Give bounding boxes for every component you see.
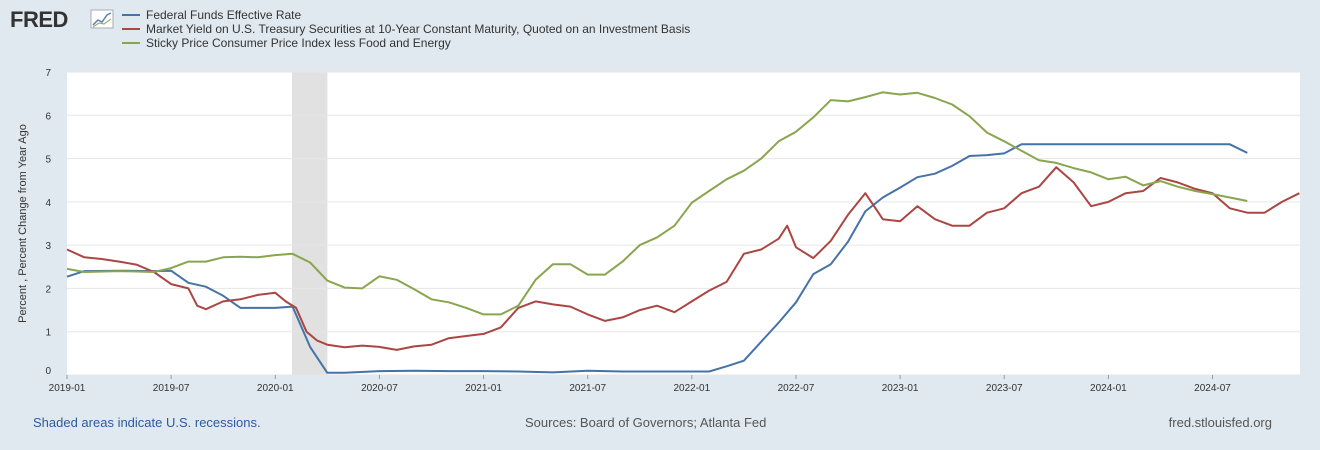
series-line-sticky-cpi[interactable] [66,91,1248,316]
fred-logo[interactable]: FRED [10,7,114,32]
gridlines [67,71,1300,376]
legend-label: Sticky Price Consumer Price Index less F… [146,36,451,50]
x-tick-label: 2020-01 [257,383,294,394]
series-lines [66,91,1300,374]
legend-item-10yr-treasury[interactable]: Market Yield on U.S. Treasury Securities… [122,22,690,36]
x-tick-label: 2021-07 [569,383,606,394]
x-tick-label: 2020-07 [361,383,398,394]
x-tick-label: 2024-07 [1194,383,1231,394]
x-tick-label: 2024-01 [1090,383,1127,394]
x-tick-label: 2023-07 [986,383,1023,394]
y-tick-label: 2 [45,284,51,295]
legend-item-sticky-cpi[interactable]: Sticky Price Consumer Price Index less F… [122,36,451,50]
recession-band [291,72,328,375]
y-tick-label: 3 [45,241,51,252]
legend-label: Market Yield on U.S. Treasury Securities… [146,22,690,36]
x-tick-label: 2023-01 [882,383,919,394]
x-axis-ticks: 2019-01 2019-07 2020-01 2020-07 2021-01 2021-… [49,375,1231,394]
sources-text: Sources: Board of Governors; Atlanta Fed [525,415,767,430]
x-tick-label: 2019-01 [49,383,86,394]
y-tick-label: 0 [45,366,51,377]
legend-item-fed-funds[interactable]: Federal Funds Effective Rate [122,8,302,22]
plot-area [67,72,1300,375]
fred-logo-text: FRED [10,7,68,32]
y-tick-label: 5 [45,155,51,166]
y-axis-label: Percent , Percent Change from Year Ago [17,124,29,323]
y-tick-label: 6 [45,111,51,122]
legend-label: Federal Funds Effective Rate [146,8,302,22]
recession-note-link[interactable]: Shaded areas indicate U.S. recessions. [33,415,261,430]
y-tick-label: 1 [45,328,51,339]
site-link[interactable]: fred.stlouisfed.org [1168,415,1272,430]
x-tick-label: 2021-01 [465,383,502,394]
series-line-10yr-treasury[interactable] [66,166,1300,351]
y-tick-label: 7 [45,68,51,79]
x-tick-label: 2019-07 [153,383,190,394]
y-axis-ticks: 0 1 2 3 4 5 6 7 [45,68,51,377]
y-tick-label: 4 [45,198,51,209]
chart-mark-icon [90,9,114,29]
x-tick-label: 2022-07 [778,383,815,394]
recession-shading [291,72,328,375]
x-tick-label: 2022-01 [673,383,710,394]
series-line-fed-funds[interactable] [66,143,1248,374]
